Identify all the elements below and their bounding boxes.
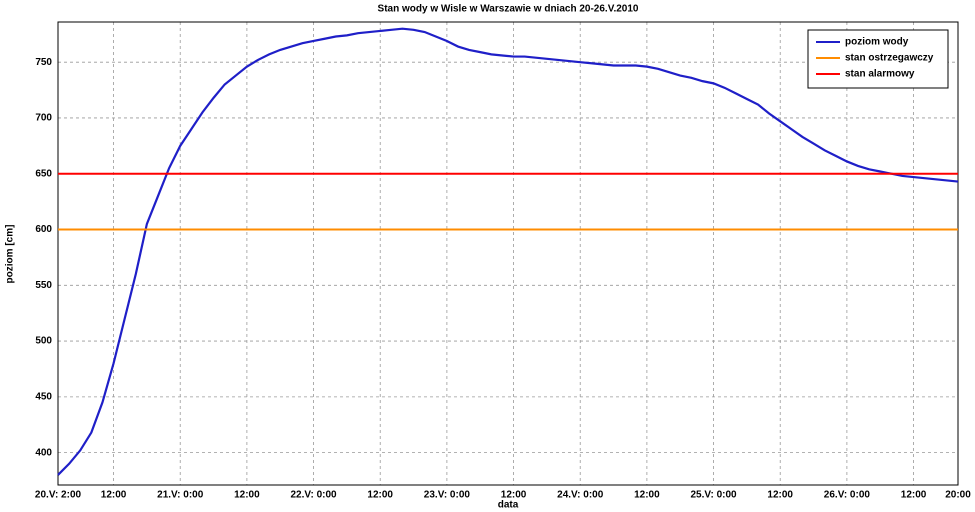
x-tick-label: 12:00 — [101, 490, 127, 501]
data-line — [57, 27, 959, 476]
x-tick-label: 12:00 — [901, 490, 927, 501]
y-tick-label: 700 — [35, 113, 52, 124]
x-tick-label: 25.V: 0:00 — [690, 490, 737, 501]
plot-frame — [57, 21, 959, 486]
legend-label: stan ostrzegawczy — [845, 53, 934, 64]
x-tick-label: 26.V: 0:00 — [824, 490, 871, 501]
x-tick-label: 12:00 — [767, 490, 793, 501]
y-tick-label: 600 — [35, 224, 52, 235]
chart-title: Stan wody w Wisle w Warszawie w dniach 2… — [378, 4, 639, 15]
y-axis-label: poziom [cm] — [5, 225, 16, 284]
x-tick-label: 12:00 — [234, 490, 260, 501]
x-tick-label: 20:00 — [945, 490, 971, 501]
y-tick-label: 750 — [35, 57, 52, 68]
x-axis-label: data — [498, 500, 519, 511]
y-tick-label: 400 — [35, 447, 52, 458]
y-tick-label: 550 — [35, 280, 52, 291]
x-tick-label: 21.V: 0:00 — [157, 490, 204, 501]
x-tick-label: 24.V: 0:00 — [557, 490, 604, 501]
x-tick-label: 22.V: 0:00 — [290, 490, 337, 501]
x-tick-label: 12:00 — [501, 490, 527, 501]
x-tick-label: 20.V: 2:00 — [35, 490, 82, 501]
legend-label: poziom wody — [845, 37, 909, 48]
y-tick-label: 450 — [35, 392, 52, 403]
x-tick-label: 23.V: 0:00 — [424, 490, 471, 501]
legend-label: stan alarmowy — [845, 69, 915, 80]
y-tick-label: 650 — [35, 168, 52, 179]
x-tick-label: 12:00 — [367, 490, 393, 501]
y-tick-label: 500 — [35, 336, 52, 347]
x-tick-label: 12:00 — [634, 490, 660, 501]
